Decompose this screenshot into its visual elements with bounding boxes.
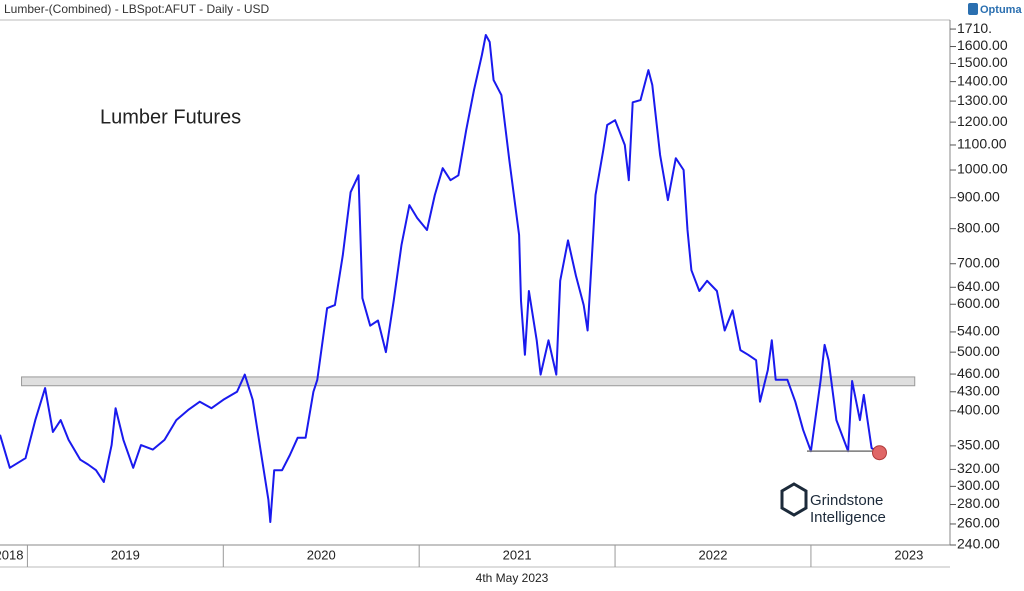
support-zone — [21, 376, 916, 387]
last-point — [871, 445, 887, 461]
y-tick-label: 1000.00 — [957, 161, 1008, 177]
watermark-icon — [780, 482, 808, 517]
y-tick-label: 1300.00 — [957, 92, 1008, 108]
logo-icon — [968, 3, 978, 15]
y-tick-label: 320.00 — [957, 460, 1000, 476]
y-tick-label: 900.00 — [957, 188, 1000, 204]
y-tick-label: 500.00 — [957, 343, 1000, 359]
y-tick-label: 300.00 — [957, 477, 1000, 493]
y-tick-label: 400.00 — [957, 401, 1000, 417]
y-tick-label: 1100.00 — [957, 136, 1007, 152]
logo: Optuma — [980, 4, 1022, 16]
y-tick-label: 1710. — [957, 20, 992, 36]
y-tick-label: 600.00 — [957, 295, 1000, 311]
x-tick-label: 2021 — [503, 547, 532, 562]
watermark-line-2: Intelligence — [810, 509, 886, 526]
y-tick-label: 430.00 — [957, 382, 1000, 398]
annotation: Lumber Futures — [100, 106, 241, 128]
y-tick-label: 260.00 — [957, 515, 1000, 531]
y-tick-label: 350.00 — [957, 437, 1000, 453]
x-tick-label: 2022 — [699, 547, 728, 562]
y-tick-label: 640.00 — [957, 278, 1000, 294]
price-line — [0, 34, 881, 523]
watermark: Grindstone Intelligence — [780, 482, 886, 526]
y-tick-label: 700.00 — [957, 254, 1000, 270]
y-tick-label: 1500.00 — [957, 54, 1008, 70]
watermark-line-1: Grindstone — [810, 492, 883, 509]
y-tick-label: 540.00 — [957, 323, 1000, 339]
date-label: 4th May 2023 — [476, 571, 549, 585]
y-tick-label: 1200.00 — [957, 113, 1008, 129]
y-tick-label: 240.00 — [957, 536, 1000, 552]
y-tick-label: 280.00 — [957, 495, 1000, 511]
y-tick-label: 460.00 — [957, 365, 1000, 381]
y-tick-label: 1400.00 — [957, 72, 1008, 88]
x-tick-label: 2019 — [111, 547, 140, 562]
x-tick-label: 2023 — [894, 547, 923, 562]
x-tick-label: 2018 — [0, 547, 23, 562]
x-tick-label: 2020 — [307, 547, 336, 562]
y-tick-label: 1600.00 — [957, 37, 1008, 53]
chart-title: Lumber-(Combined) - LBSpot:AFUT - Daily … — [4, 2, 270, 16]
y-tick-label: 800.00 — [957, 219, 1000, 235]
